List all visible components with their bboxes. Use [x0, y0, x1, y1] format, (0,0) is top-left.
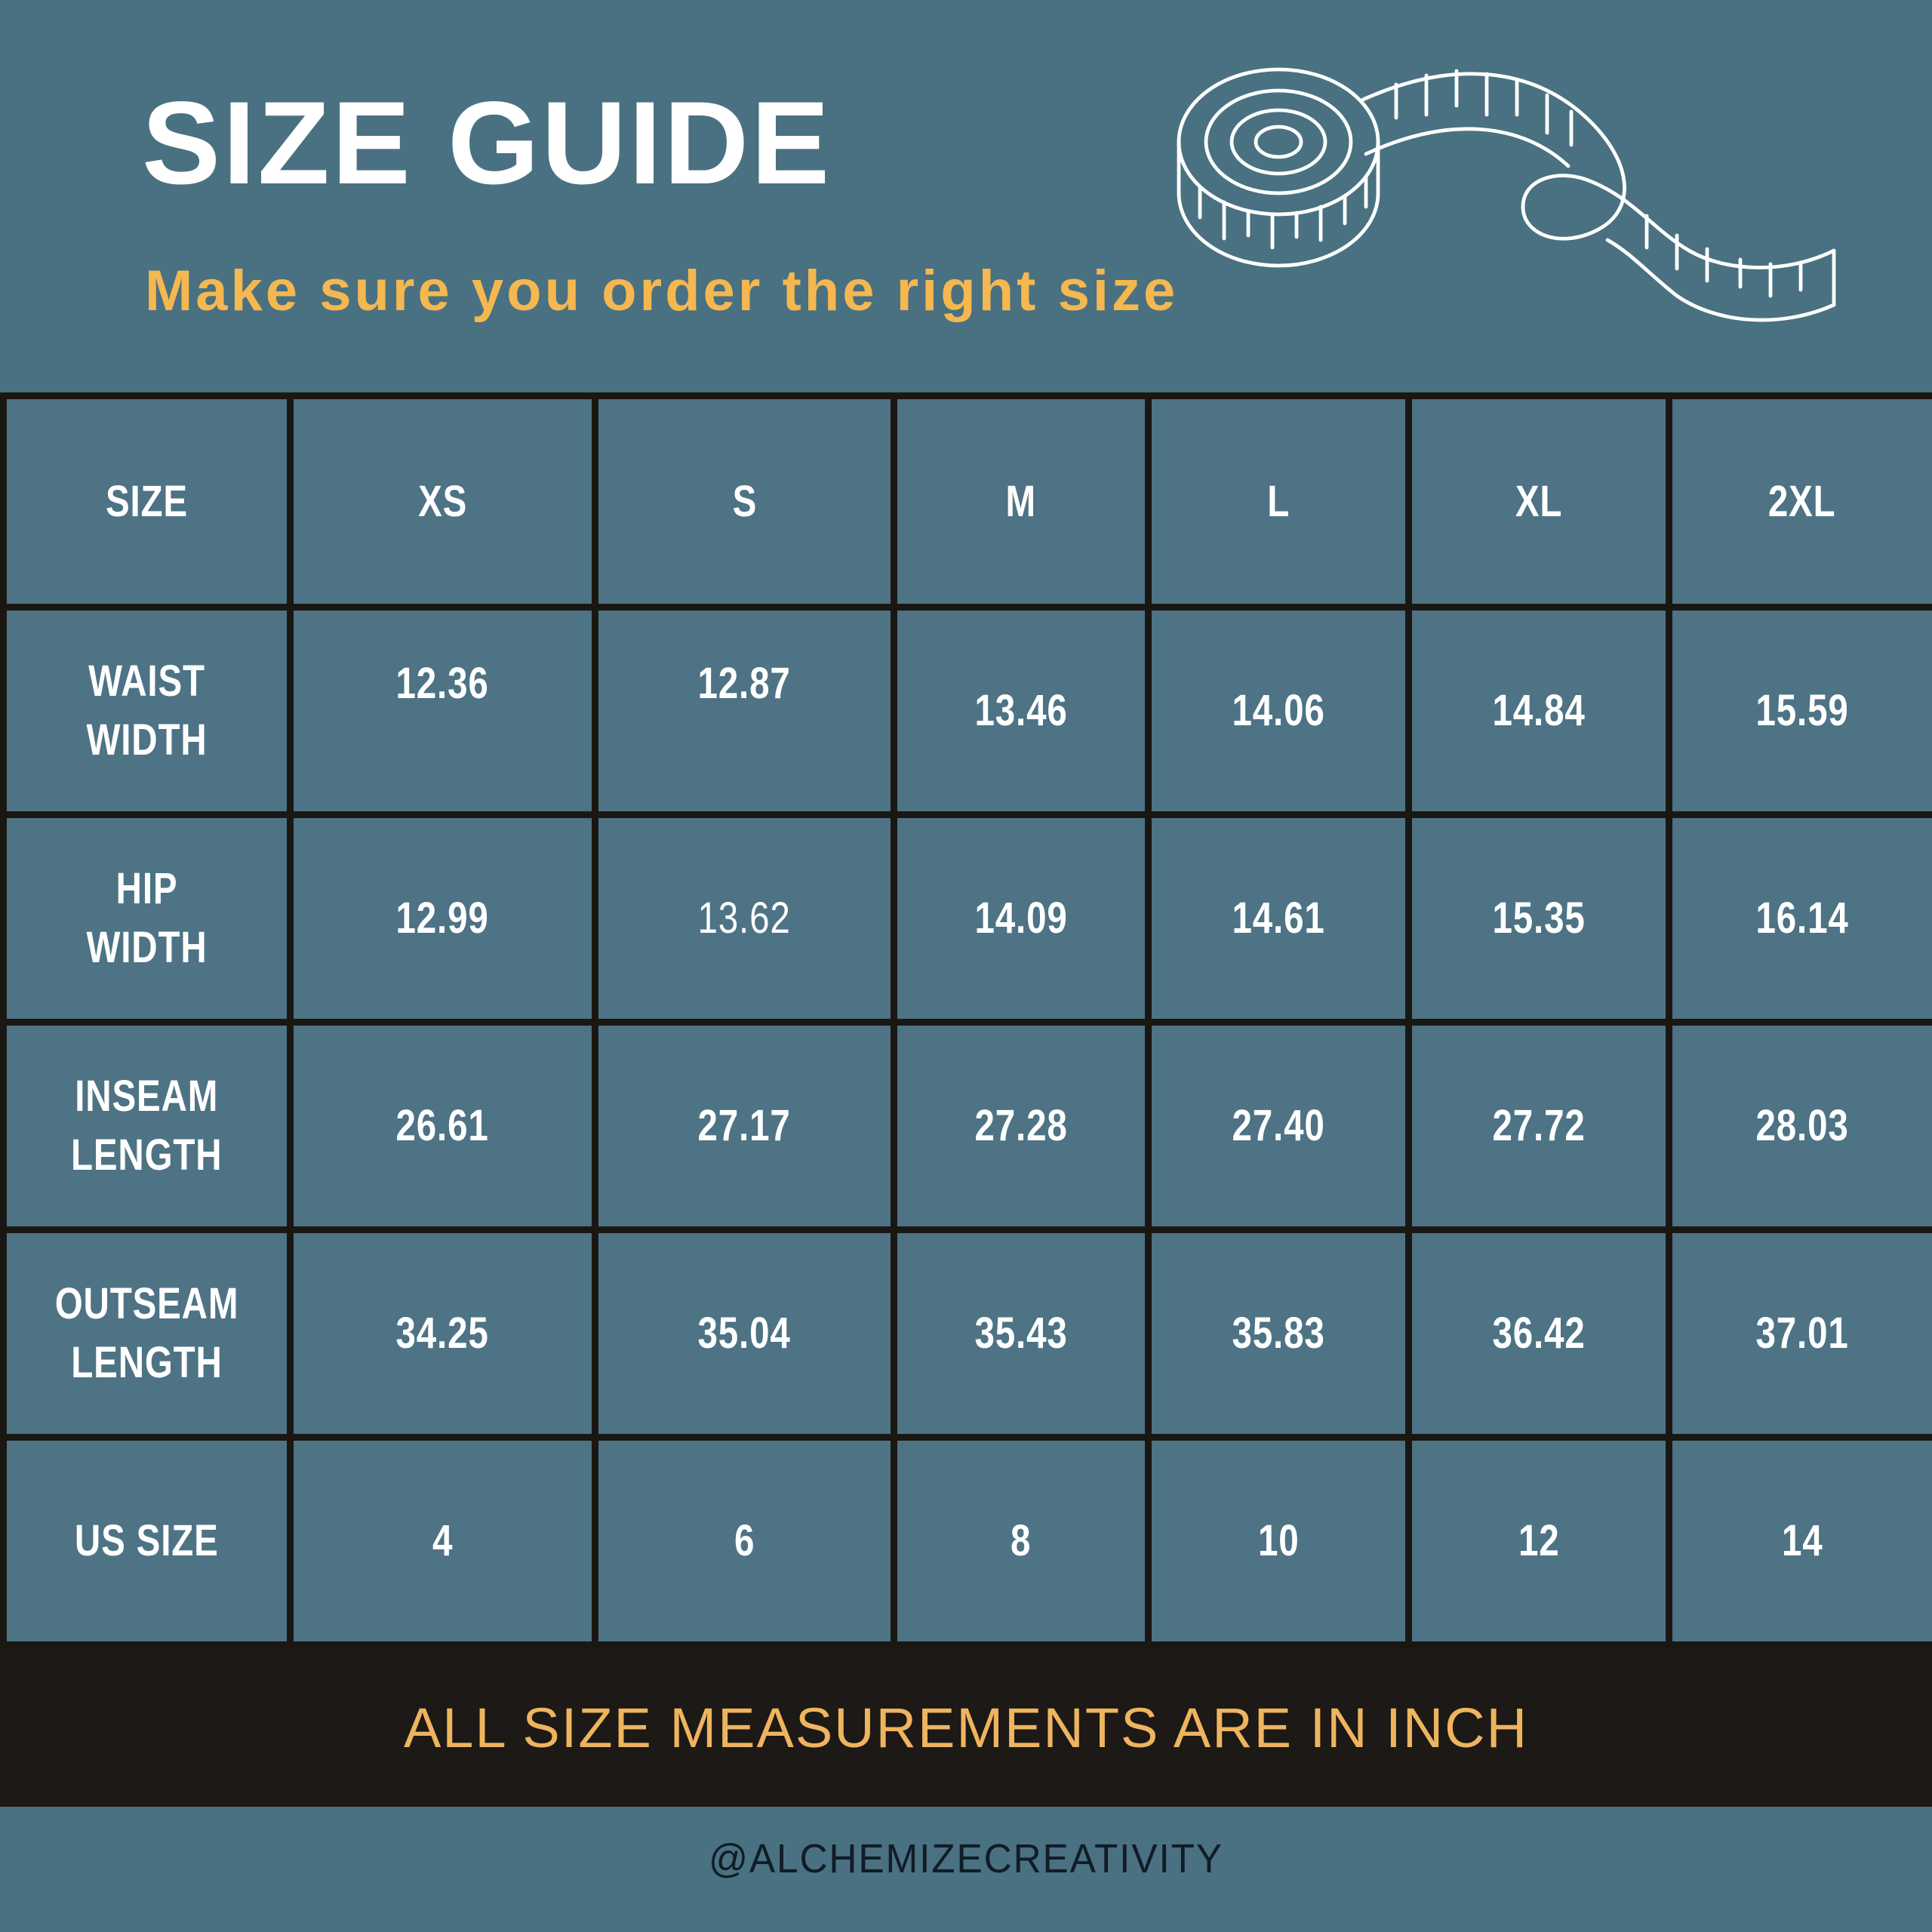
- page-title: SIZE GUIDE: [142, 78, 832, 209]
- value-cell: 27.72: [1405, 1019, 1672, 1233]
- value-cell: 16.14: [1666, 811, 1932, 1026]
- value-cell: 36.42: [1405, 1226, 1672, 1441]
- table-header-row: SIZE XS S M L XL 2XL: [0, 392, 1932, 611]
- value-cell: 14.06: [1145, 604, 1412, 818]
- value-cell: 10: [1145, 1434, 1412, 1648]
- value-cell: 27.17: [592, 1019, 897, 1233]
- value-cell: 35.83: [1145, 1226, 1412, 1441]
- row-label-us-size: US SIZE: [0, 1434, 294, 1648]
- units-banner-text: ALL SIZE MEASUREMENTS ARE IN INCH: [403, 1696, 1529, 1759]
- value-cell: 8: [891, 1434, 1152, 1648]
- row-label-waist-width: WAIST WIDTH: [0, 604, 294, 818]
- table-row-inseam-length: INSEAM LENGTH 26.61 27.17 27.28 27.40 27…: [0, 1019, 1932, 1233]
- row-label-inseam-length: INSEAM LENGTH: [0, 1019, 294, 1233]
- table-row-waist-width: WAIST WIDTH 12.36 12.87 13.46 14.06 14.8…: [0, 604, 1932, 818]
- footer: @ALCHEMIZECREATIVITY: [0, 1807, 1932, 1932]
- table-row-outseam-length: OUTSEAM LENGTH 34.25 35.04 35.43 35.83 3…: [0, 1226, 1932, 1441]
- value-cell: 15.59: [1666, 604, 1932, 818]
- measuring-tape-icon: [1177, 67, 1836, 322]
- column-header-l: L: [1145, 392, 1412, 611]
- value-cell: 4: [287, 1434, 598, 1648]
- value-cell: 13.62: [592, 811, 897, 1026]
- value-cell: 14.61: [1145, 811, 1412, 1026]
- value-cell: 6: [592, 1434, 897, 1648]
- value-cell: 15.35: [1405, 811, 1672, 1026]
- social-handle: @ALCHEMIZECREATIVITY: [708, 1836, 1224, 1881]
- value-cell: 34.25: [287, 1226, 598, 1441]
- value-cell: 12.87: [592, 604, 897, 818]
- value-cell: 14: [1666, 1434, 1932, 1648]
- value-cell: 27.40: [1145, 1019, 1412, 1233]
- value-cell: 14.09: [891, 811, 1152, 1026]
- value-cell: 28.03: [1666, 1019, 1932, 1233]
- row-label-outseam-length: OUTSEAM LENGTH: [0, 1226, 294, 1441]
- value-cell: 26.61: [287, 1019, 598, 1233]
- header: SIZE GUIDE Make sure you order the right…: [0, 0, 1932, 392]
- value-cell: 12: [1405, 1434, 1672, 1648]
- value-cell: 13.46: [891, 604, 1152, 818]
- value-cell: 12.99: [287, 811, 598, 1026]
- table-row-hip-width: HIP WIDTH 12.99 13.62 14.09 14.61 15.35 …: [0, 811, 1932, 1026]
- value-cell: 12.36: [287, 604, 598, 818]
- value-cell: 35.04: [592, 1226, 897, 1441]
- table-row-us-size: US SIZE 4 6 8 10 12 14: [0, 1434, 1932, 1648]
- column-header-size: SIZE: [0, 392, 294, 611]
- value-cell: 37.01: [1666, 1226, 1932, 1441]
- value-cell: 27.28: [891, 1019, 1152, 1233]
- row-label-hip-width: HIP WIDTH: [0, 811, 294, 1026]
- units-banner: ALL SIZE MEASUREMENTS ARE IN INCH: [0, 1648, 1932, 1807]
- column-header-s: S: [592, 392, 897, 611]
- page-subtitle: Make sure you order the right size: [145, 259, 1179, 323]
- size-table: SIZE XS S M L XL 2XL WAIST WIDTH 12.36 1…: [0, 392, 1932, 1648]
- column-header-xs: XS: [287, 392, 598, 611]
- column-header-2xl: 2XL: [1666, 392, 1932, 611]
- column-header-m: M: [891, 392, 1152, 611]
- value-cell: 35.43: [891, 1226, 1152, 1441]
- value-cell: 14.84: [1405, 604, 1672, 818]
- column-header-xl: XL: [1405, 392, 1672, 611]
